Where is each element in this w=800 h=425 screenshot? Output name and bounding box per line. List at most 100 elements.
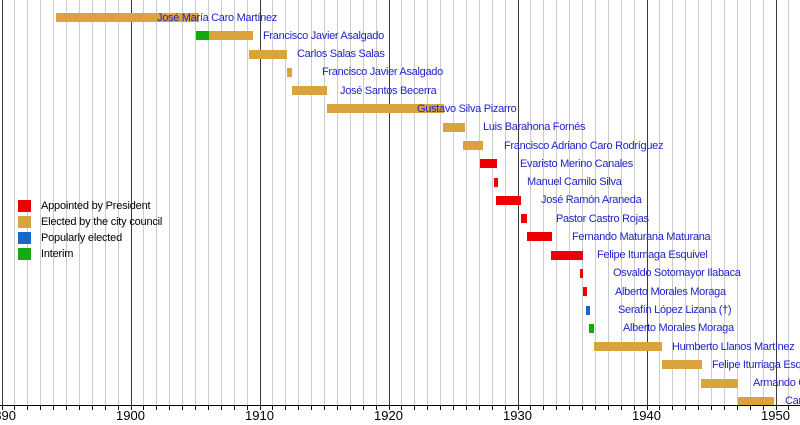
axis-year-label: 1900	[116, 408, 145, 423]
timeline-bar-popular	[585, 305, 590, 315]
timeline-bar-council	[593, 342, 662, 351]
year-gridline	[182, 0, 184, 405]
axis-tick	[620, 406, 622, 410]
year-gridline	[78, 0, 80, 405]
mayor-name-link[interactable]: José María Caro Martínez	[157, 11, 277, 24]
timeline-bar-council	[700, 378, 739, 388]
axis-tick	[27, 406, 29, 410]
mayor-name-link[interactable]: Evaristo Merino Canales	[520, 157, 633, 170]
year-gridline	[233, 0, 235, 405]
mayor-name-link[interactable]: José Ramón Araneda	[541, 194, 642, 207]
mayor-name-link[interactable]: Serafín López Lizana (†)	[618, 304, 732, 316]
year-gridline	[298, 0, 300, 405]
axis-tick	[736, 406, 738, 410]
year-gridline	[40, 0, 42, 405]
axis-tick	[53, 406, 55, 410]
timeline-bar-president	[480, 159, 497, 169]
axis-tick	[401, 406, 403, 410]
timeline-bar-council	[442, 122, 465, 132]
mayor-name-link[interactable]: Alberto Morales Moraga	[623, 322, 734, 335]
axis-tick	[195, 406, 196, 410]
axis-tick	[698, 406, 700, 410]
mayor-name-link[interactable]: José Santos Becerra	[340, 84, 437, 97]
mayor-name-link[interactable]: Osvaldo Sotomayor Ilabaca	[613, 267, 741, 280]
mayor-name-link[interactable]: Fernando Maturana Maturana	[572, 230, 711, 243]
axis-tick	[607, 406, 609, 410]
legend-swatch-interim	[18, 248, 31, 260]
year-gridline	[530, 0, 532, 405]
axis-tick	[285, 406, 287, 410]
legend-label-council: Elected by the city council	[41, 215, 163, 228]
axis-tick	[104, 406, 106, 410]
mayor-name-link[interactable]: Car	[785, 395, 800, 408]
axis-tick	[723, 406, 725, 410]
year-gridline	[736, 0, 738, 405]
mayor-name-link[interactable]: Gustavo Silva Pizarro	[417, 102, 517, 115]
mayor-name-link[interactable]: Felipe Iturriaga Esquivel	[597, 249, 708, 262]
year-gridline	[349, 0, 351, 405]
axis-tick	[478, 406, 480, 410]
mayor-name-link[interactable]: Alberto Morales Moraga	[615, 285, 726, 298]
timeline-bar-council	[738, 396, 775, 406]
year-gridline	[788, 0, 790, 405]
axis-tick	[491, 406, 493, 410]
mayor-name-link[interactable]: Manuel Camilo Silva	[527, 176, 622, 188]
timeline-bar-interim	[588, 323, 594, 333]
year-gridline	[66, 0, 67, 405]
mayor-name-link[interactable]: Humberto Llanos Martínez	[672, 340, 795, 353]
axis-tick	[440, 406, 442, 410]
timeline-bar-president	[494, 177, 499, 187]
mayor-name-link[interactable]: Francisco Adriano Caro Rodríguez	[504, 139, 664, 152]
year-gridline	[285, 0, 287, 405]
year-gridline	[104, 0, 106, 405]
axis-tick	[1, 406, 3, 410]
timeline-bar-council	[209, 31, 254, 41]
mayor-name-link[interactable]: Francisco Javier Asalgado	[322, 66, 443, 79]
axis-tick	[91, 406, 93, 410]
year-gridline	[375, 0, 377, 405]
legend-label-interim: Interim	[41, 247, 74, 260]
axis-tick	[156, 406, 158, 410]
legend-swatch-president	[18, 200, 31, 212]
timeline-bar-council	[286, 67, 292, 77]
timeline-bar-president	[526, 232, 553, 242]
axis-tick	[788, 406, 790, 410]
year-gridline	[582, 0, 583, 405]
axis-tick	[324, 406, 325, 410]
timeline-bar-interim	[196, 31, 210, 41]
mayor-name-link[interactable]: Pastor Castro Rojas	[556, 212, 649, 225]
year-gridline	[220, 0, 222, 405]
year-gridline	[401, 0, 403, 405]
axis-tick	[117, 406, 119, 410]
mayor-name-link[interactable]: Armando Ca	[753, 377, 800, 390]
axis-tick	[646, 406, 648, 410]
axis-tick	[298, 406, 300, 410]
axis-tick	[143, 406, 145, 410]
axis-year-label: 1920	[374, 408, 403, 423]
axis-year-label: 1910	[245, 408, 274, 423]
year-gridline	[762, 0, 764, 405]
decade-gridline	[1, 0, 3, 405]
decade-gridline	[259, 0, 261, 405]
mayor-name-link[interactable]: Carlos Salas Salas	[297, 48, 385, 61]
axis-tick	[220, 406, 222, 410]
mayor-name-link[interactable]: Francisco Javier Asalgado	[263, 29, 384, 42]
mayor-name-link[interactable]: Luis Barahona Fornés	[483, 121, 586, 134]
year-gridline	[723, 0, 725, 405]
legend-label-popular: Popularly elected	[41, 231, 122, 244]
axis-tick	[388, 406, 390, 410]
year-gridline	[465, 0, 467, 405]
mayor-name-link[interactable]: Felipe Iturriaga Esquivel	[712, 358, 800, 371]
year-gridline	[53, 0, 55, 405]
axis-tick	[685, 406, 687, 410]
axis-tick	[711, 406, 712, 410]
timeline-bar-council	[662, 360, 702, 370]
timeline-bar-council	[326, 104, 444, 114]
axis-tick	[311, 406, 313, 410]
year-gridline	[749, 0, 751, 405]
axis-tick	[543, 406, 545, 410]
axis-tick	[362, 406, 364, 410]
year-gridline	[207, 0, 209, 405]
axis-tick	[207, 406, 209, 410]
